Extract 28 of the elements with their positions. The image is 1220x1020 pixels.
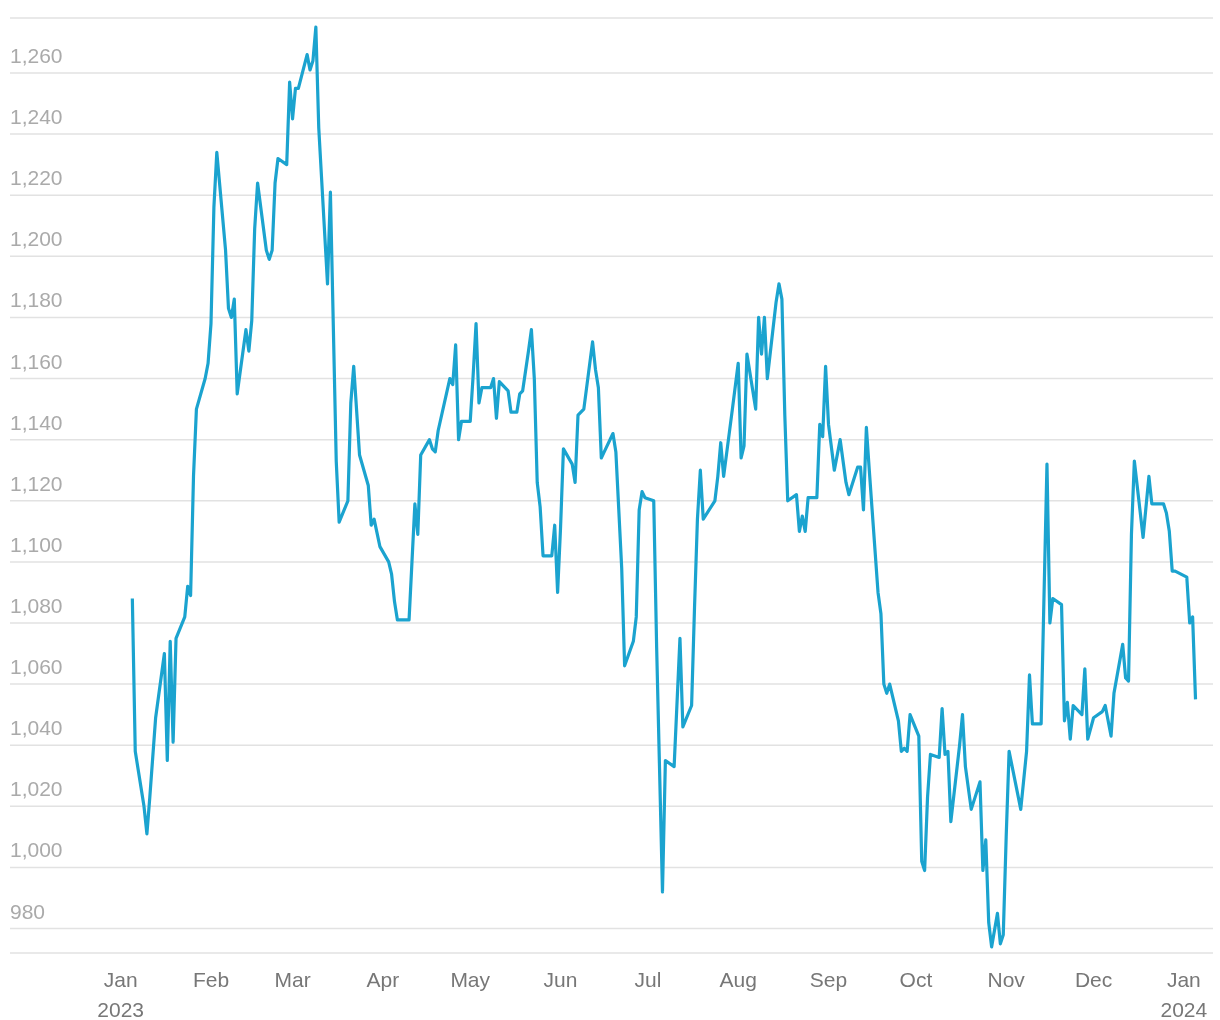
x-tick-label: Feb [192, 968, 230, 991]
y-tick-label: 1,060 [10, 655, 63, 679]
y-tick-label: 1,260 [10, 44, 63, 67]
y-tick-label: 1,140 [10, 410, 63, 434]
y-tick-label: 1,040 [10, 716, 63, 740]
y-tick-label: 1,100 [10, 532, 63, 556]
x-tick-label: Jan 2023 [97, 968, 145, 1020]
y-tick-label: 1,000 [10, 838, 63, 862]
x-tick-label: Jul [634, 968, 662, 991]
x-tick-label: Mar [274, 968, 311, 991]
y-tick-label: 1,240 [10, 105, 63, 129]
y-tick-label: 1,020 [10, 777, 63, 801]
x-tick-label: Sep [809, 968, 848, 991]
y-tick-label: 1,220 [10, 166, 63, 190]
x-tick-label: May [450, 968, 491, 991]
y-tick-label: 980 [10, 899, 46, 923]
y-tick-label: 1,120 [10, 471, 63, 495]
x-tick-label: Jun [543, 968, 578, 991]
x-tick-label: Jan 2024 [1160, 968, 1208, 1020]
y-tick-label: 1,200 [10, 227, 63, 251]
y-tick-label: 1,080 [10, 594, 63, 617]
y-tick-label: 1,180 [10, 288, 63, 312]
x-tick-label: Oct [899, 968, 933, 991]
x-tick-label: Aug [719, 968, 757, 991]
y-tick-label: 1,160 [10, 349, 63, 373]
x-tick-label: Nov [987, 968, 1026, 991]
x-tick-label: Apr [366, 968, 400, 991]
x-tick-label: Dec [1074, 968, 1113, 991]
